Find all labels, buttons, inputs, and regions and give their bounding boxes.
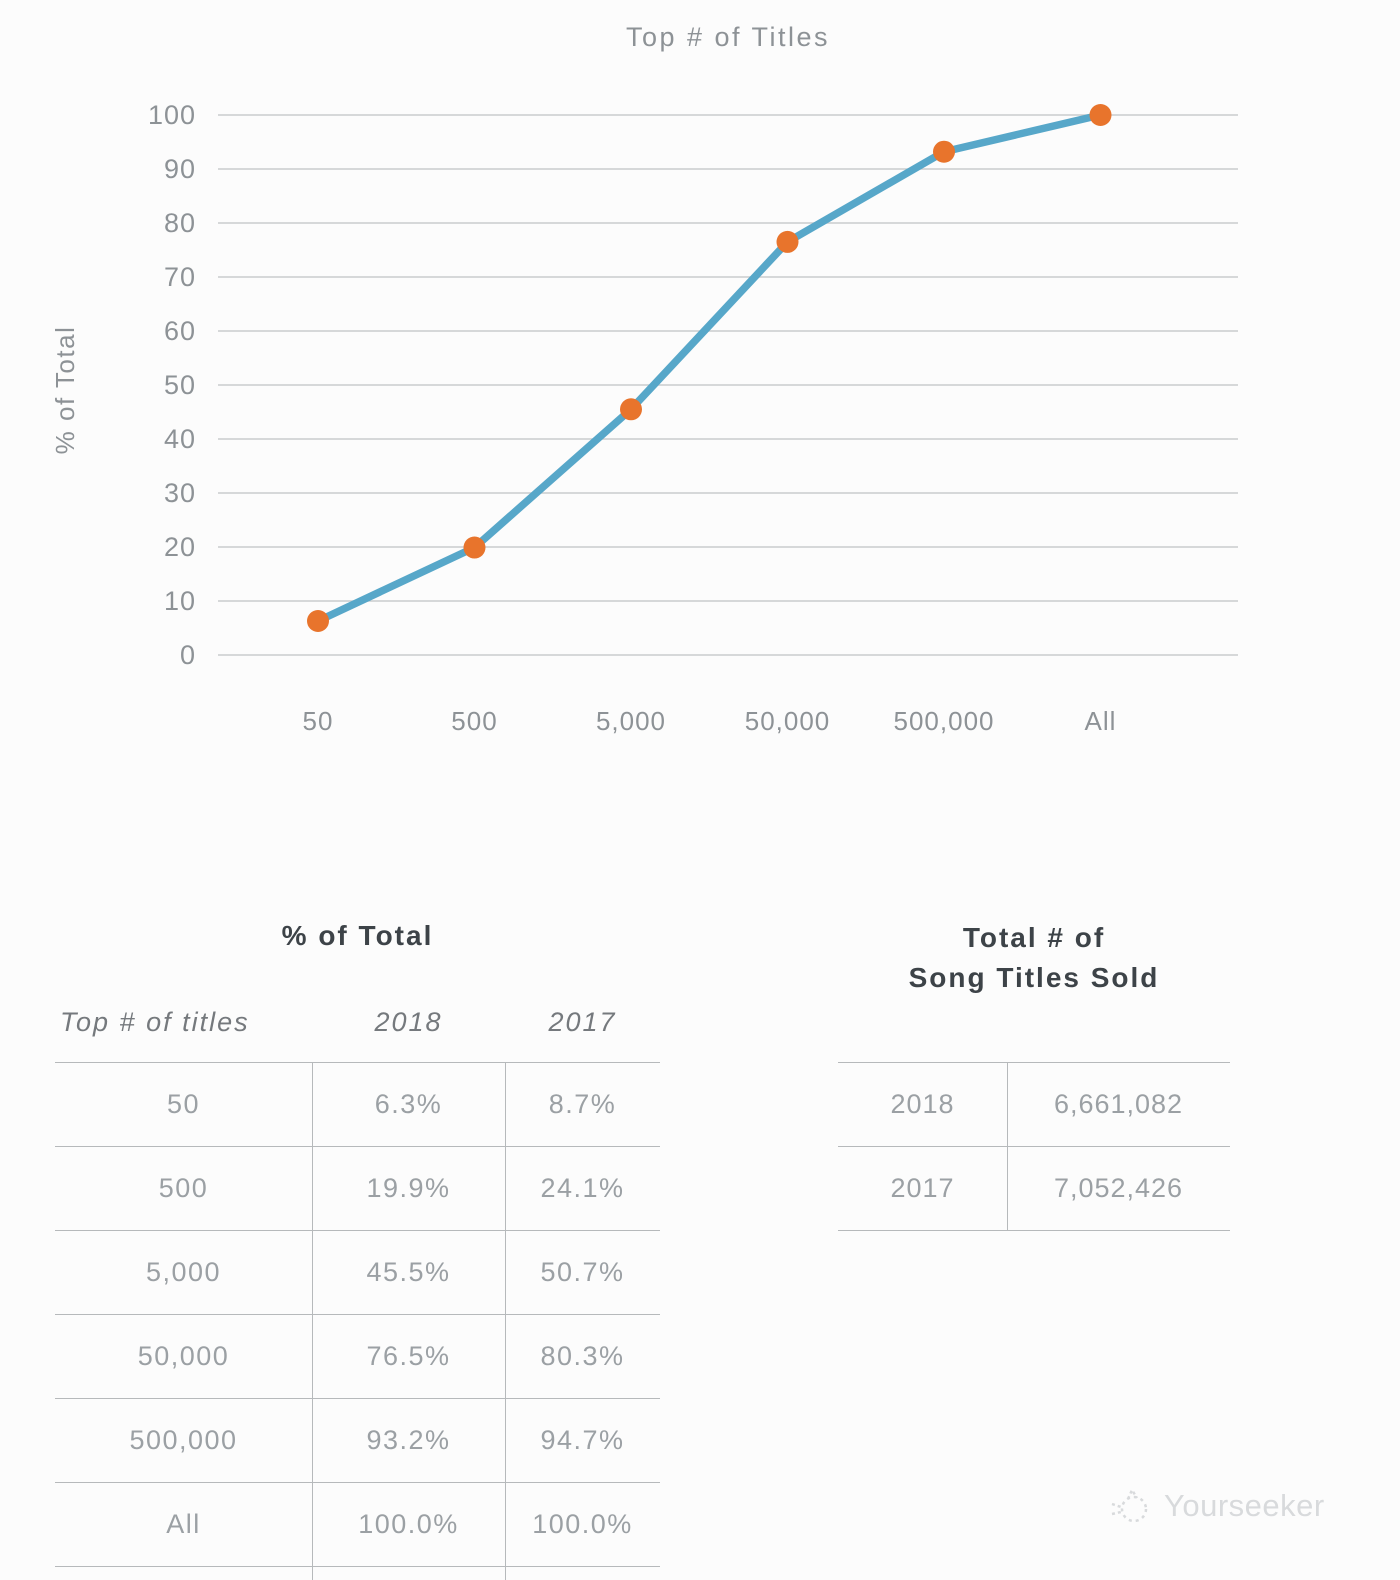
y-tick-label: 40 — [164, 424, 196, 454]
pct-table-header: Top # of titles 2018 2017 — [55, 1002, 660, 1042]
yourseeker-logo-icon — [1111, 1487, 1148, 1523]
table-row: 50,000 76.5% 80.3% — [55, 1315, 660, 1399]
chart-title: Top # of Titles — [625, 22, 831, 52]
table-cell: 500,000 — [129, 1425, 238, 1455]
x-tick-label: 500,000 — [894, 706, 995, 736]
table-cell: 19.9% — [366, 1173, 451, 1203]
y-tick-label: 80 — [164, 208, 196, 238]
totals-table-body: 2018 6,661,082 2017 7,052,426 — [838, 1062, 1230, 1231]
table-cell: 94.7% — [540, 1425, 625, 1455]
table-cell: 100.0% — [532, 1509, 633, 1539]
table-cell: 100.0% — [358, 1509, 459, 1539]
data-point-marker — [620, 398, 642, 421]
watermark: Yourseeker — [1108, 1482, 1325, 1530]
totals-table-title-line1: Total # of — [962, 922, 1106, 953]
pct-table-body: 50 6.3% 8.7% 500 19.9% 24.1% 5,000 45.5% 50.7% 50… — [55, 1062, 660, 1580]
data-point-marker — [776, 230, 799, 253]
pct-header-top-titles: Top # of titles — [60, 1007, 250, 1037]
y-tick-label: 90 — [164, 154, 196, 184]
data-point-marker — [1089, 104, 1112, 126]
table-row: 50 6.3% 8.7% — [55, 1063, 660, 1147]
y-tick-label: 0 — [180, 640, 196, 670]
data-point-marker — [463, 536, 486, 559]
table-cell: 45.5% — [366, 1257, 451, 1287]
pct-header-2018: 2018 — [374, 1007, 443, 1037]
table-cell: All — [166, 1509, 201, 1539]
x-tick-label: 5,000 — [596, 706, 666, 736]
x-tick-label: 50 — [303, 706, 334, 736]
table-row: 500,000 93.2% 94.7% — [55, 1399, 660, 1483]
table-row: 500 19.9% 24.1% — [55, 1147, 660, 1231]
watermark-label: Yourseeker — [1164, 1488, 1325, 1523]
table-cell: 50,000 — [137, 1341, 230, 1371]
table-cell: 5,000 — [145, 1257, 222, 1287]
table-cell: 8.7% — [548, 1089, 617, 1119]
totals-table-title-line2: Song Titles Sold — [908, 962, 1160, 993]
table-cell: 24.1% — [540, 1173, 625, 1203]
y-tick-label: 20 — [164, 532, 196, 562]
data-point-marker — [307, 609, 329, 632]
pct-table-column-divider — [505, 1063, 506, 1580]
table-row: 2017 7,052,426 — [838, 1147, 1230, 1231]
table-cell: 93.2% — [366, 1425, 451, 1455]
totals-table-title: Total # of Song Titles Sold — [838, 918, 1230, 998]
y-axis-title: % of Total — [50, 326, 80, 455]
data-series-line — [314, 111, 1105, 625]
table-cell: 7,052,426 — [1053, 1173, 1184, 1203]
table-row: All 100.0% 100.0% — [55, 1483, 660, 1567]
table-row: 2018 6,661,082 — [838, 1063, 1230, 1147]
data-point-marker — [933, 140, 955, 163]
table-cell: 2017 — [890, 1173, 955, 1203]
pct-table-column-divider — [312, 1063, 313, 1580]
table-cell: 76.5% — [366, 1341, 451, 1371]
y-tick-label: 30 — [164, 478, 196, 508]
y-tick-label: 100 — [148, 100, 196, 130]
line-chart: 0 10 20 30 40 50 60 70 80 90 100 % of Total 50 500 5,0… — [50, 100, 1238, 736]
pct-header-2017: 2017 — [548, 1007, 617, 1037]
x-tick-label: All — [1085, 706, 1117, 736]
table-cell: 2018 — [890, 1089, 955, 1119]
y-tick-label: 10 — [164, 586, 196, 616]
pct-table-title: % of Total — [281, 920, 434, 951]
table-cell: 6,661,082 — [1053, 1089, 1184, 1119]
table-cell: 500 — [158, 1173, 209, 1203]
y-tick-label: 60 — [164, 316, 196, 346]
y-tick-label: 70 — [164, 262, 196, 292]
table-cell: 50 — [166, 1089, 201, 1119]
x-tick-label: 50,000 — [745, 706, 831, 736]
totals-table-column-divider — [1007, 1063, 1008, 1231]
table-cell: 50.7% — [540, 1257, 625, 1287]
y-tick-label: 50 — [164, 370, 196, 400]
x-tick-label: 500 — [451, 706, 497, 736]
table-cell: 80.3% — [540, 1341, 625, 1371]
table-cell: 6.3% — [374, 1089, 443, 1119]
table-row: 5,000 45.5% 50.7% — [55, 1231, 660, 1315]
